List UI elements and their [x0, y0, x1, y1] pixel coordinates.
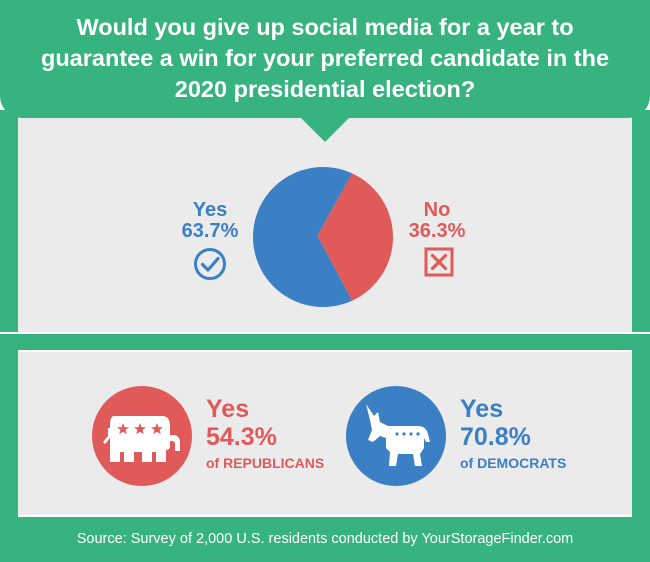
left-strip-top	[0, 110, 18, 332]
republican-percent: 54.3%	[206, 423, 277, 451]
no-percent: 36.3%	[408, 220, 466, 242]
left-strip-bottom	[0, 350, 18, 518]
republican-badge	[92, 386, 192, 486]
republican-group: of REPUBLICANS	[206, 455, 325, 471]
header-pointer	[299, 116, 351, 142]
right-strip-top	[632, 110, 650, 332]
democrat-badge	[346, 386, 446, 486]
question-title: Would you give up social media for a yea…	[40, 14, 610, 102]
democrat-donkey-icon	[366, 404, 430, 466]
republican-elephant-icon	[103, 416, 180, 462]
yes-label: Yes	[192, 199, 228, 221]
section-separator	[0, 334, 650, 350]
pie-slice-no	[317, 173, 393, 301]
democrat-group: of DEMOCRATS	[460, 455, 567, 471]
check-circle-icon	[194, 248, 226, 280]
header-banner: Would you give up social media for a yea…	[0, 0, 650, 118]
source-text: Source: Survey of 2,000 U.S. residents c…	[76, 531, 574, 547]
x-box-icon	[424, 247, 454, 277]
republican-answer: Yes	[206, 395, 250, 423]
no-label: No	[423, 199, 451, 221]
pie-chart	[253, 167, 393, 307]
footer-banner: Source: Survey of 2,000 U.S. residents c…	[0, 517, 650, 562]
democrat-percent: 70.8%	[460, 423, 531, 451]
right-strip-bottom	[632, 350, 650, 518]
democrat-answer: Yes	[460, 395, 504, 423]
pie-slice-yes	[253, 167, 353, 307]
yes-percent: 63.7%	[181, 220, 239, 242]
